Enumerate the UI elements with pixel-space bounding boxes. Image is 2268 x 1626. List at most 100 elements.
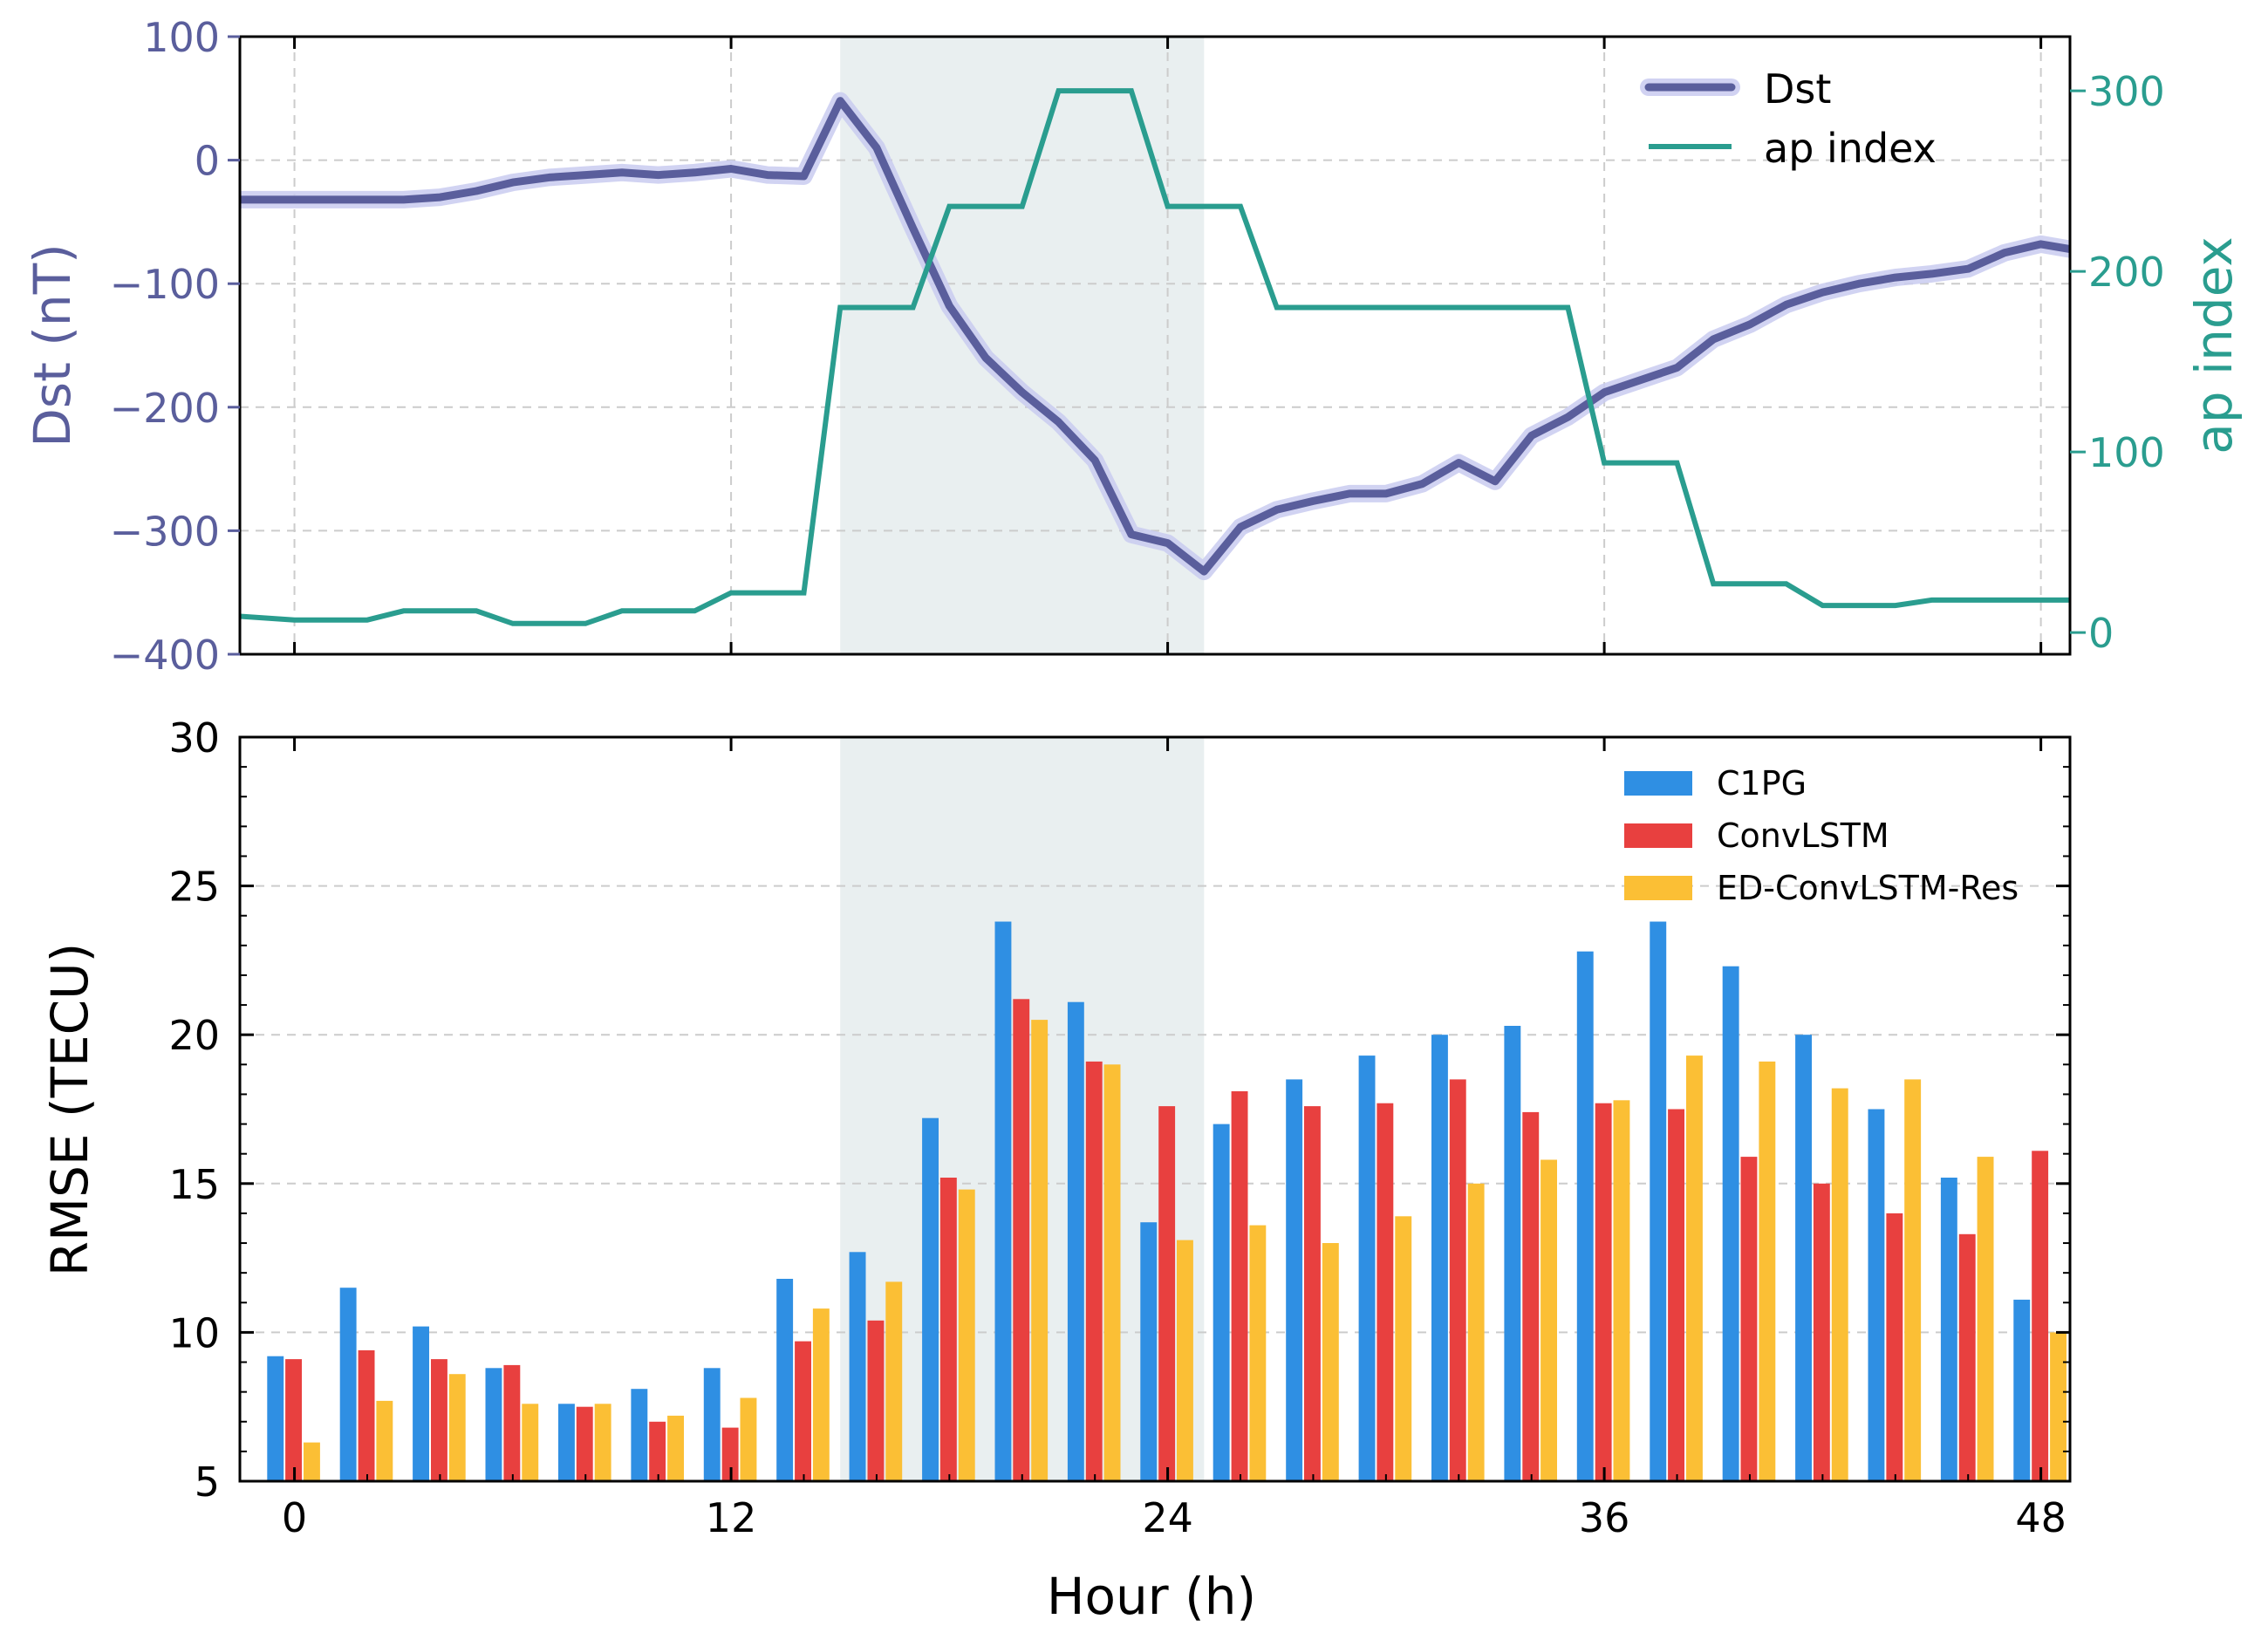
bottom-x-tick-label: 48: [2015, 1494, 2066, 1541]
bottom-x-tick-label: 36: [1579, 1494, 1630, 1541]
edconvlstm-bar: [1177, 1240, 1193, 1481]
rmse-bars: [267, 921, 2066, 1481]
c1pg-bar: [631, 1389, 648, 1481]
convlstm-bar: [285, 1359, 302, 1481]
c1pg-bar: [1213, 1124, 1230, 1481]
bottom-panel: 0 12 24 36 48 5 10 15 20 25 30 RMSE (TECU) Hour (…: [40, 714, 2072, 1626]
convlstm-bar: [2032, 1151, 2049, 1481]
c1pg-bar: [339, 1288, 357, 1481]
top-left-axis: 100 0 −100 −200 −300 −400: [110, 14, 240, 679]
top-right-axis: 0 100 200 300: [2070, 68, 2165, 657]
dst-tick-label: 0: [195, 138, 220, 185]
dst-tick-label: 100: [143, 14, 220, 61]
bottom-y-tick-label: 20: [168, 1012, 220, 1059]
edconvlstm-bar: [958, 1189, 975, 1481]
dst-line: [240, 97, 2070, 576]
c1pg-bar: [1504, 1026, 1521, 1481]
dst-series: [240, 92, 2070, 581]
c1pg-bar: [849, 1252, 866, 1481]
top-storm-window: [840, 37, 1205, 654]
c1pg-bar: [1940, 1178, 1957, 1481]
convlstm-bar: [1740, 1157, 1758, 1481]
edconvlstm-bar: [812, 1308, 830, 1481]
dst-axis-label: Dst (nT): [23, 243, 82, 447]
edconvlstm-bar: [1904, 1079, 1922, 1481]
c1pg-bar: [776, 1279, 794, 1481]
c1pg-bar: [485, 1368, 502, 1481]
convlstm-bar: [503, 1364, 521, 1481]
edconvlstm-bar: [522, 1404, 539, 1481]
convlstm-bar: [1304, 1106, 1321, 1481]
edconvlstm-bar: [740, 1397, 757, 1481]
bottom-y-tick-label: 30: [168, 714, 220, 762]
c1pg-bar: [994, 921, 1012, 1481]
convlstm-bar: [721, 1427, 739, 1481]
legend-convlstm-swatch: [1624, 823, 1692, 848]
bottom-y-tick-label: 15: [168, 1161, 220, 1208]
top-x-ticks: [293, 37, 2043, 654]
rmse-axis-label: RMSE (TECU): [40, 943, 99, 1277]
c1pg-bar: [703, 1368, 721, 1481]
ap-index-line: [240, 88, 2070, 626]
convlstm-bar: [1449, 1079, 1466, 1481]
dst-tick-label: −200: [110, 385, 220, 432]
edconvlstm-bar: [448, 1374, 466, 1481]
convlstm-bar: [1377, 1103, 1394, 1481]
c1pg-bar: [922, 1117, 939, 1481]
edconvlstm-bar: [1831, 1088, 1848, 1481]
convlstm-bar: [1958, 1233, 1976, 1481]
top-panel: 100 0 −100 −200 −300 −400 0 100 200 300 Dst (nT)…: [23, 14, 2244, 679]
convlstm-bar: [1886, 1213, 1903, 1481]
convlstm-bar: [1158, 1106, 1176, 1481]
hour-axis-label: Hour (h): [1047, 1567, 1256, 1626]
legend-ap-label: ap index: [1764, 125, 1937, 172]
legend-c1pg-label: C1PG: [1717, 764, 1807, 803]
edconvlstm-bar: [1395, 1216, 1412, 1481]
convlstm-bar: [1668, 1109, 1684, 1481]
c1pg-bar: [267, 1356, 284, 1481]
c1pg-bar: [1286, 1079, 1303, 1481]
c1pg-bar: [1868, 1109, 1885, 1481]
c1pg-bar: [413, 1326, 429, 1481]
convlstm-bar: [576, 1406, 593, 1481]
edconvlstm-bar: [1249, 1225, 1267, 1481]
bottom-x-tick-label: 12: [706, 1494, 757, 1541]
edconvlstm-bar: [667, 1415, 684, 1481]
c1pg-bar: [1576, 951, 1594, 1481]
c1pg-bar: [1722, 966, 1739, 1481]
dst-tick-label: −100: [110, 261, 220, 308]
legend-c1pg-swatch: [1624, 771, 1692, 796]
edconvlstm-bar: [1686, 1056, 1703, 1481]
edconvlstm-bar: [1759, 1061, 1776, 1481]
edconvlstm-bar: [1322, 1243, 1339, 1481]
bottom-y-ticks: 5 10 15 20 25 30: [168, 714, 2070, 1506]
c1pg-bar: [1431, 1035, 1448, 1481]
legend-edconvlstm-label: ED-ConvLSTM-Res: [1717, 869, 2019, 907]
edconvlstm-bar: [376, 1400, 393, 1481]
legend-dst-label: Dst: [1764, 65, 1831, 113]
ap-series: [240, 88, 2070, 626]
c1pg-bar: [1358, 1056, 1376, 1481]
edconvlstm-bar: [1031, 1020, 1049, 1481]
top-plot-frame: [238, 35, 2072, 656]
edconvlstm-bar: [1613, 1100, 1630, 1481]
ap-tick-label: 200: [2088, 249, 2165, 296]
top-storm-band: [840, 37, 1205, 654]
bottom-x-tick-label: 0: [282, 1494, 307, 1541]
convlstm-bar: [939, 1178, 957, 1481]
bottom-legend: C1PG ConvLSTM ED-ConvLSTM-Res: [1624, 764, 2019, 907]
convlstm-bar: [1595, 1103, 1612, 1481]
ap-tick-label: 300: [2088, 68, 2165, 115]
convlstm-bar: [1085, 1061, 1103, 1481]
bottom-y-tick-label: 25: [168, 864, 220, 911]
convlstm-bar: [867, 1320, 885, 1481]
convlstm-bar: [431, 1359, 447, 1481]
c1pg-bar: [1067, 1001, 1084, 1481]
top-legend: Dst ap index: [1640, 65, 1937, 172]
edconvlstm-bar: [1467, 1183, 1485, 1481]
c1pg-bar: [1140, 1222, 1158, 1481]
legend-convlstm-label: ConvLSTM: [1717, 816, 1889, 855]
bottom-y-tick-label: 5: [195, 1459, 220, 1506]
convlstm-bar: [1813, 1183, 1830, 1481]
